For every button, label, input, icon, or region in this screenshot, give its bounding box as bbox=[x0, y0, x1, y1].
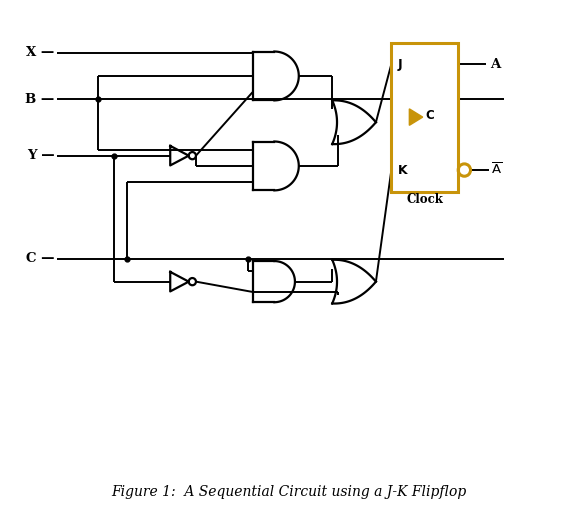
Text: B —: B — bbox=[25, 93, 55, 105]
Text: Clock: Clock bbox=[406, 193, 443, 206]
Text: $\overline{\rm A}$: $\overline{\rm A}$ bbox=[491, 162, 502, 178]
Text: K: K bbox=[398, 163, 407, 176]
Text: X —: X — bbox=[27, 47, 55, 59]
Text: J: J bbox=[398, 57, 402, 71]
Text: Y —: Y — bbox=[27, 149, 55, 162]
Text: A: A bbox=[490, 57, 501, 71]
Text: C: C bbox=[426, 109, 434, 122]
Bar bbox=[391, 42, 458, 192]
Text: C —: C — bbox=[26, 252, 55, 265]
Text: Figure 1:  A Sequential Circuit using a J-K Flipflop: Figure 1: A Sequential Circuit using a J… bbox=[111, 485, 466, 499]
Polygon shape bbox=[409, 109, 423, 125]
